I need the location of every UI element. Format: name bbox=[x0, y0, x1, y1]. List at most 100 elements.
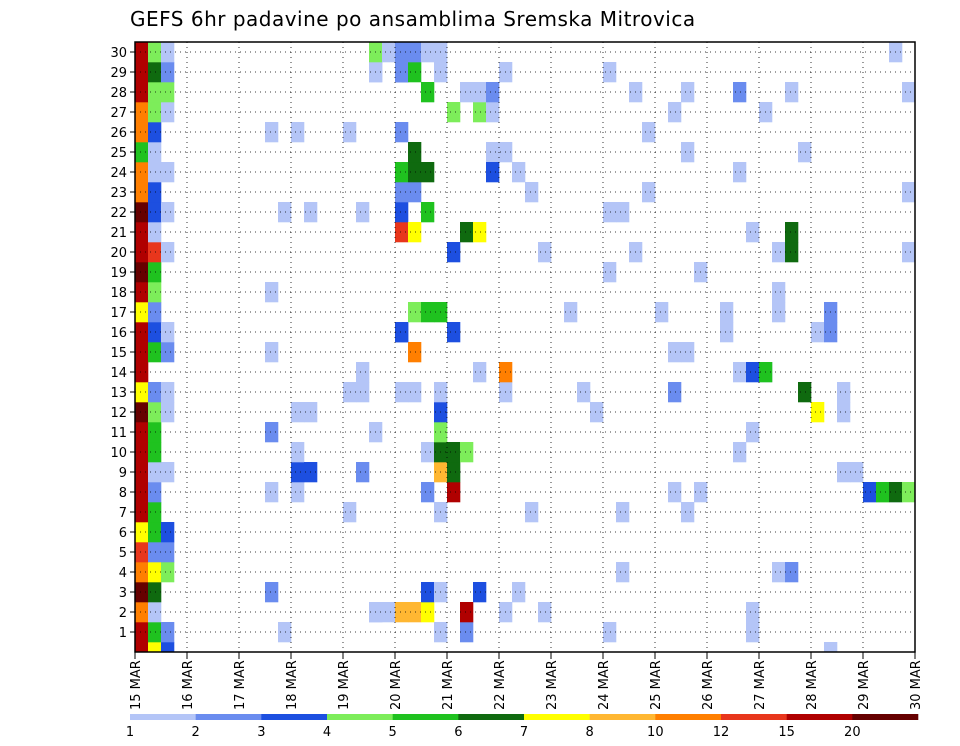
x-tick-label: 20 MAR bbox=[389, 660, 404, 710]
precip-cell bbox=[135, 622, 149, 643]
precip-cell bbox=[811, 402, 825, 423]
precip-cell bbox=[135, 382, 149, 403]
precip-cell bbox=[135, 562, 149, 583]
precip-cell bbox=[837, 462, 851, 483]
precip-cell bbox=[460, 222, 474, 243]
y-tick-label: 24 bbox=[110, 166, 127, 181]
precip-cell bbox=[135, 182, 149, 203]
precip-cell bbox=[265, 422, 279, 443]
precip-cell bbox=[772, 562, 786, 583]
precip-cell bbox=[421, 602, 435, 623]
precip-cell bbox=[785, 242, 799, 263]
precip-cell bbox=[473, 82, 487, 103]
precip-cell bbox=[486, 82, 500, 103]
precip-cell bbox=[577, 382, 591, 403]
precip-cell bbox=[395, 382, 409, 403]
y-tick-label: 21 bbox=[110, 226, 127, 241]
precip-cell bbox=[356, 382, 370, 403]
precip-cell bbox=[746, 422, 760, 443]
legend-level-label: 12 bbox=[713, 725, 730, 740]
precip-cell bbox=[395, 42, 409, 63]
y-tick-label: 5 bbox=[119, 546, 127, 561]
precip-cell bbox=[148, 262, 162, 283]
precip-cell bbox=[772, 282, 786, 303]
y-tick-label: 11 bbox=[110, 426, 127, 441]
precip-cell bbox=[356, 462, 370, 483]
precip-cell bbox=[148, 482, 162, 503]
precip-cell bbox=[161, 42, 175, 63]
precip-cell bbox=[148, 222, 162, 243]
precip-cell bbox=[135, 502, 149, 523]
precip-cell bbox=[525, 502, 539, 523]
legend-swatch bbox=[392, 714, 459, 720]
precip-cell bbox=[161, 102, 175, 123]
precip-cell bbox=[148, 302, 162, 323]
y-tick-label: 3 bbox=[119, 586, 127, 601]
legend-level-label: 2 bbox=[192, 725, 200, 740]
precip-cell bbox=[291, 462, 305, 483]
precip-cell bbox=[603, 262, 617, 283]
precip-cell bbox=[746, 622, 760, 643]
legend-level-label: 15 bbox=[778, 725, 795, 740]
precip-cell bbox=[135, 82, 149, 103]
y-tick-label: 2 bbox=[119, 606, 127, 621]
heatmap-cells bbox=[135, 42, 916, 653]
precip-cell bbox=[135, 442, 149, 463]
precip-cell bbox=[668, 342, 682, 363]
precip-cell bbox=[460, 602, 474, 623]
legend-swatch bbox=[261, 714, 328, 720]
precip-cell bbox=[603, 622, 617, 643]
x-tick-label: 17 MAR bbox=[233, 660, 248, 710]
precip-cell bbox=[161, 82, 175, 103]
x-tick-label: 15 MAR bbox=[129, 660, 144, 710]
precip-cell bbox=[148, 42, 162, 63]
precip-cell bbox=[408, 342, 422, 363]
precip-cell bbox=[148, 82, 162, 103]
legend-level-label: 6 bbox=[454, 725, 462, 740]
precip-cell bbox=[161, 562, 175, 583]
y-tick-label: 13 bbox=[110, 386, 127, 401]
legend-level-label: 5 bbox=[389, 725, 397, 740]
precip-cell bbox=[135, 62, 149, 83]
precip-cell bbox=[265, 282, 279, 303]
precip-cell bbox=[473, 222, 487, 243]
precip-cell bbox=[421, 442, 435, 463]
precip-cell bbox=[460, 82, 474, 103]
precip-cell bbox=[616, 502, 630, 523]
precip-cell bbox=[447, 322, 461, 343]
precip-cell bbox=[356, 202, 370, 223]
precip-cell bbox=[486, 142, 500, 163]
precip-cell bbox=[733, 162, 747, 183]
precip-cell bbox=[408, 42, 422, 63]
precip-cell bbox=[850, 462, 864, 483]
precip-cell bbox=[148, 242, 162, 263]
precip-cell bbox=[395, 62, 409, 83]
precip-cell bbox=[265, 122, 279, 143]
y-tick-label: 27 bbox=[110, 106, 127, 121]
precip-cell bbox=[148, 562, 162, 583]
precip-cell bbox=[135, 482, 149, 503]
legend-level-label: 1 bbox=[126, 725, 134, 740]
legend-level-label: 7 bbox=[520, 725, 528, 740]
precip-cell bbox=[343, 502, 357, 523]
precip-cell bbox=[655, 302, 669, 323]
precip-cell bbox=[538, 242, 552, 263]
y-axis: 1234567891011121314151617181920212223242… bbox=[110, 46, 135, 641]
y-tick-label: 26 bbox=[110, 126, 127, 141]
precip-cell bbox=[265, 582, 279, 603]
precip-cell bbox=[395, 122, 409, 143]
precip-cell bbox=[720, 322, 734, 343]
legend-level-label: 20 bbox=[844, 725, 861, 740]
precip-cell bbox=[148, 142, 162, 163]
precip-cell bbox=[148, 442, 162, 463]
x-tick-label: 16 MAR bbox=[181, 660, 196, 710]
precip-cell bbox=[135, 162, 149, 183]
precip-cell bbox=[772, 302, 786, 323]
precip-cell bbox=[382, 602, 396, 623]
precip-cell bbox=[135, 402, 149, 423]
precip-cell bbox=[512, 582, 526, 603]
precip-cell bbox=[148, 342, 162, 363]
precip-cell bbox=[265, 342, 279, 363]
precip-cell bbox=[772, 242, 786, 263]
